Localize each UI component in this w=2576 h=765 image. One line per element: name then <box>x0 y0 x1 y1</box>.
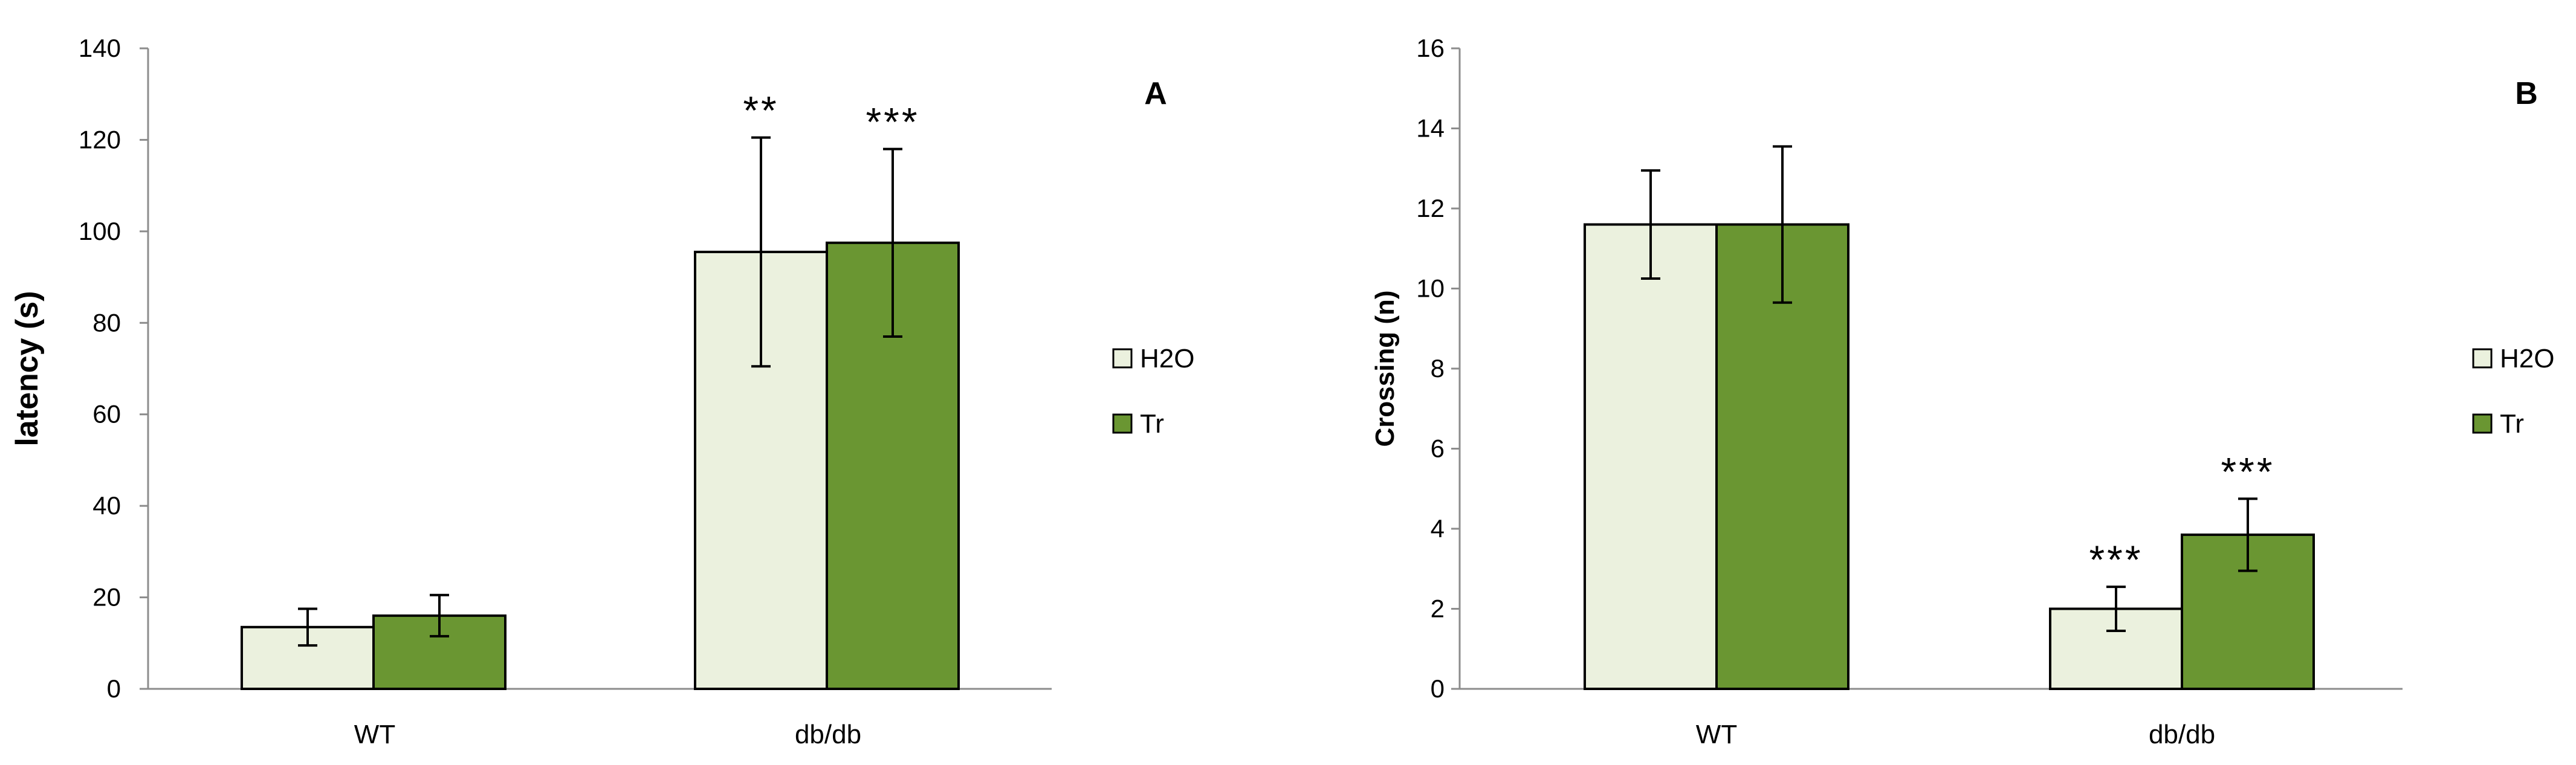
y-tick-label: 10 <box>1416 274 1445 303</box>
y-tick-label: 2 <box>1431 595 1445 623</box>
y-tick-label: 6 <box>1431 434 1445 463</box>
legend-swatch-h2o <box>2472 348 2493 369</box>
y-axis-label: Crossing (n) <box>1370 290 1400 447</box>
panel-label: B <box>2515 76 2538 111</box>
significance-label: *** <box>2221 449 2274 494</box>
legend-label-tr: Tr <box>2500 409 2524 439</box>
significance-label: *** <box>866 100 919 144</box>
legend-label-h2o: H2O <box>2500 344 2554 373</box>
category-label: db/db <box>2149 720 2215 749</box>
y-tick-label: 20 <box>92 583 121 612</box>
y-tick-label: 80 <box>92 308 121 337</box>
legend-swatch-h2o <box>1112 348 1133 369</box>
y-tick-label: 16 <box>1416 34 1445 62</box>
significance-label: ** <box>743 88 778 133</box>
y-tick-label: 14 <box>1416 114 1445 143</box>
y-tick-label: 140 <box>79 34 121 62</box>
y-axis-label: latency (s) <box>10 291 45 446</box>
category-label: db/db <box>795 720 861 749</box>
y-tick-label: 8 <box>1431 354 1445 382</box>
y-tick-label: 40 <box>92 491 121 520</box>
y-tick-label: 0 <box>1431 674 1445 703</box>
significance-label: *** <box>2089 537 2143 582</box>
chart-panel-b: 0 2 4 6 8 10 12 14 16 *** *** WT db/db Crossing (… <box>1370 34 2554 749</box>
y-tick-label: 0 <box>107 674 121 703</box>
legend-label-h2o: H2O <box>1140 344 1194 373</box>
y-tick-label: 4 <box>1431 514 1445 543</box>
bar-h2o-wt <box>1584 223 1718 690</box>
y-tick-label: 12 <box>1416 194 1445 222</box>
y-tick-label: 60 <box>92 400 121 428</box>
legend-label-tr: Tr <box>1140 409 1164 439</box>
y-tick-label: 100 <box>79 217 121 245</box>
legend: H2O Tr <box>1112 344 1194 439</box>
y-tick-label: 120 <box>79 125 121 153</box>
panel-label: A <box>1144 76 1167 111</box>
category-label: WT <box>1696 720 1737 749</box>
legend-swatch-tr <box>2472 413 2493 434</box>
category-label: WT <box>354 720 395 749</box>
bar-tr-wt <box>372 614 506 690</box>
legend-swatch-tr <box>1112 413 1133 434</box>
legend: H2O Tr <box>2472 344 2554 439</box>
